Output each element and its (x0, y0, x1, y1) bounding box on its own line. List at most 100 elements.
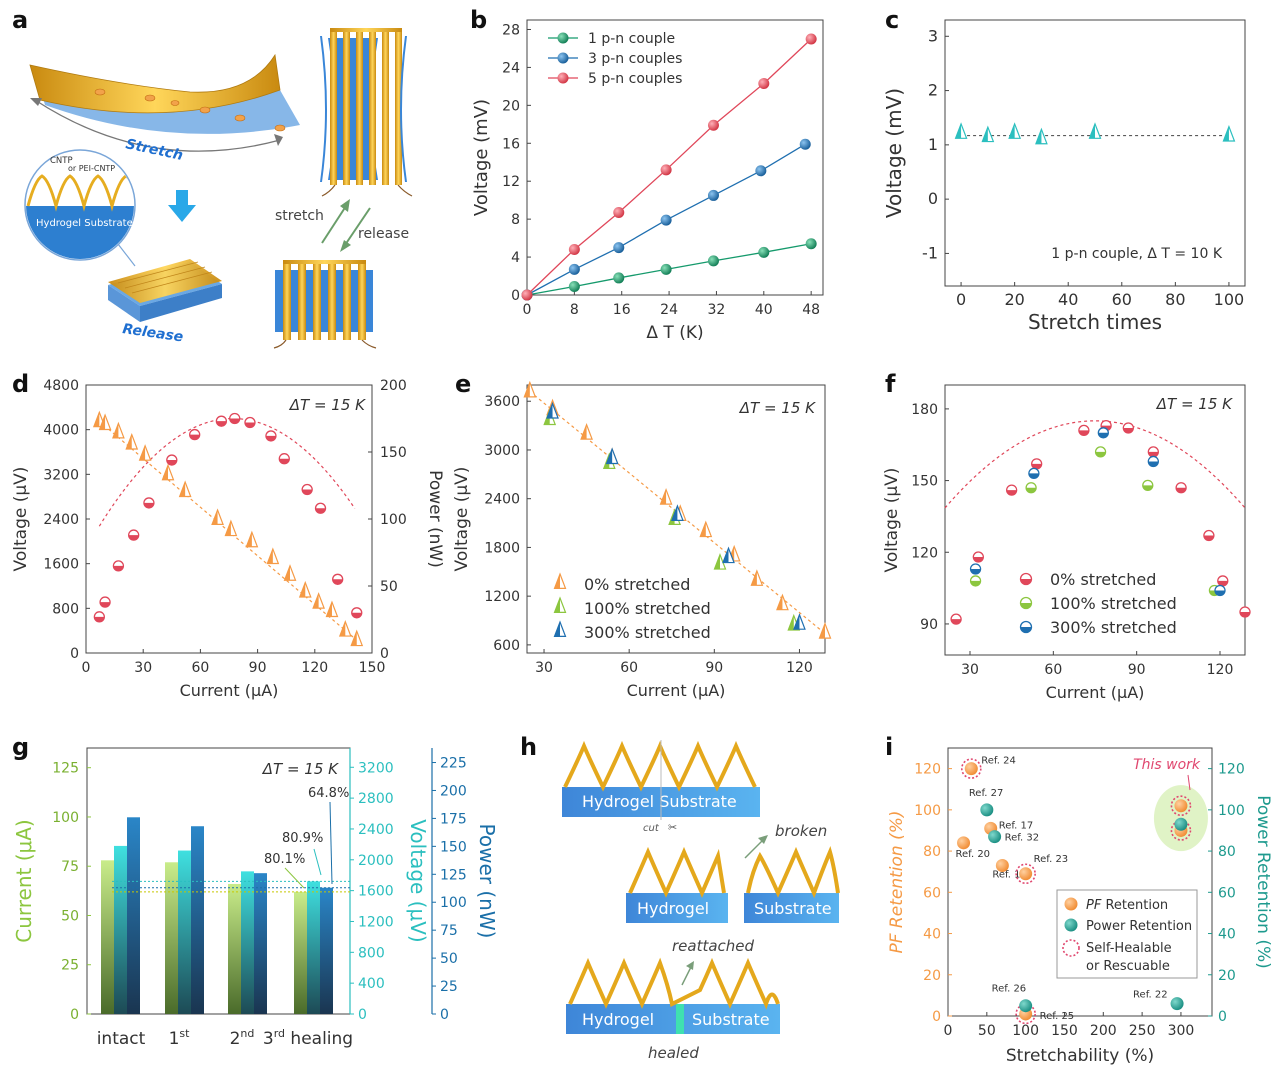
x-tick-label: 80 (1165, 290, 1185, 309)
legend-marker (557, 52, 569, 64)
annotation: ΔT = 15 K (739, 399, 816, 417)
legend-marker (557, 72, 569, 84)
fit-curve (944, 420, 1246, 509)
legend-label-healable-2: or Rescuable (1086, 959, 1170, 974)
power-point-fill (279, 458, 290, 464)
y3-tick-label: 0 (440, 1007, 449, 1023)
bar-voltage (114, 845, 127, 1014)
y-tick-label: 0 (70, 646, 79, 662)
data-point-fill (951, 619, 962, 625)
legend-marker-fill (1020, 579, 1032, 585)
data-point-fill (793, 614, 800, 630)
x-tick-label: 100 (1012, 1023, 1039, 1039)
x-tick-label: 150 (1051, 1023, 1078, 1039)
power-point-fill (229, 418, 240, 424)
data-point (805, 238, 817, 250)
y-tick-label: 120 (914, 762, 941, 778)
stretched-sheet-film (29, 53, 281, 114)
h-cut-label: cut (643, 823, 660, 834)
y-tick-label: 24 (502, 60, 520, 76)
y3-tick-label: 125 (440, 867, 467, 883)
x-tick-label: 30 (535, 660, 553, 676)
data-point (707, 255, 719, 267)
y2-axis-label: Power Retention (%) (1253, 795, 1273, 969)
retention-arrow (313, 848, 322, 876)
bar-current (294, 891, 307, 1014)
chart-d: 0 30 60 90 120 150080016002400320040004800050… (11, 378, 445, 700)
data-point-fill (1098, 432, 1109, 438)
x-tick-label: 48 (802, 302, 820, 318)
data-point-fill (1223, 126, 1229, 142)
y-tick-label: 4000 (43, 423, 79, 439)
point-label: Ref. 25 (1040, 1011, 1075, 1022)
h-broken-label: broken (775, 822, 827, 840)
x-tick-label: 120 (786, 660, 813, 676)
y-tick-label: 60 (923, 885, 941, 901)
y-tick-label: 600 (493, 638, 520, 654)
bar-current (228, 883, 241, 1014)
data-point (660, 164, 672, 176)
legend-marker-fill (554, 598, 560, 613)
x-tick-label: 60 (1044, 662, 1062, 678)
y-tick-label: 2400 (43, 512, 79, 528)
healable-ring (960, 758, 982, 779)
y-tick-label: 20 (923, 968, 941, 984)
schematic-h: Hydrogel Substrate cut ✂ Hydrogel Substr… (562, 740, 840, 1062)
y-tick-label: 0 (511, 288, 520, 304)
panel-label-g: g (12, 733, 29, 761)
x-axis-label: Stretchability (%) (1006, 1046, 1154, 1066)
y-tick-label: 3600 (484, 394, 520, 410)
x-tick-label: 40 (755, 302, 773, 318)
legend-marker-fill (554, 574, 560, 589)
h-healed-substrate (566, 1004, 780, 1034)
panel-label-f: f (885, 370, 896, 398)
device-released-legs (273, 260, 377, 349)
voltage-point-fill (299, 582, 306, 597)
pf-point (995, 859, 1009, 873)
pf-point (964, 762, 978, 776)
panel-label-a: a (12, 6, 28, 34)
data-point-fill (970, 580, 981, 586)
panel-label-i: i (885, 733, 893, 761)
y2-tick-label: 400 (358, 976, 385, 992)
legend-marker-power (1064, 918, 1078, 932)
y2-tick-label: 2000 (358, 853, 394, 869)
data-point (660, 214, 672, 226)
legend-marker-fill (554, 622, 560, 637)
h-healed-left-label: Hydrogel (582, 1010, 654, 1029)
power-point (1174, 817, 1188, 831)
data-point-fill (1203, 535, 1214, 541)
x-tick-label: 40 (1058, 290, 1078, 309)
category-label: 3rd healing (263, 1027, 353, 1049)
power-point-fill (302, 489, 313, 495)
chart-f: 30 60 90 120 90 120 150 180 Current (μA) Voltage … (882, 384, 1251, 702)
data-point (758, 246, 770, 258)
y1-tick-label: 50 (61, 908, 79, 924)
h-healed-right-label: Substrate (692, 1010, 770, 1029)
data-point-fill (1148, 461, 1159, 467)
y1-tick-label: 100 (52, 810, 79, 826)
y1-axis-label: Current (μA) (12, 819, 36, 943)
y1-tick-label: 25 (61, 958, 79, 974)
y-tick-label: -1 (922, 243, 938, 262)
data-point (568, 243, 580, 255)
x-tick-label: 0 (523, 302, 532, 318)
data-point-fill (819, 623, 825, 639)
stretch-word: stretch (275, 208, 324, 224)
data-point-fill (1031, 463, 1042, 469)
this-work-arrow (1187, 774, 1191, 791)
point-label: Ref. 23 (1034, 854, 1069, 865)
y-tick-label: 20 (502, 98, 520, 114)
x-tick-label: 250 (1129, 1023, 1156, 1039)
y2-tick-label: 0 (1218, 1009, 1227, 1025)
x-tick-label: 30 (134, 660, 152, 676)
annotation: ΔT = 15 K (262, 760, 339, 778)
healable-ring (1170, 795, 1192, 817)
panel-label-h: h (520, 733, 537, 761)
y-tick-label: 100 (914, 803, 941, 819)
h-intact-label: Hydrogel Substrate (582, 792, 737, 811)
y-tick-label: 1 (928, 135, 938, 154)
power-point-fill (100, 602, 111, 608)
x-tick-label: 100 (1214, 290, 1245, 309)
